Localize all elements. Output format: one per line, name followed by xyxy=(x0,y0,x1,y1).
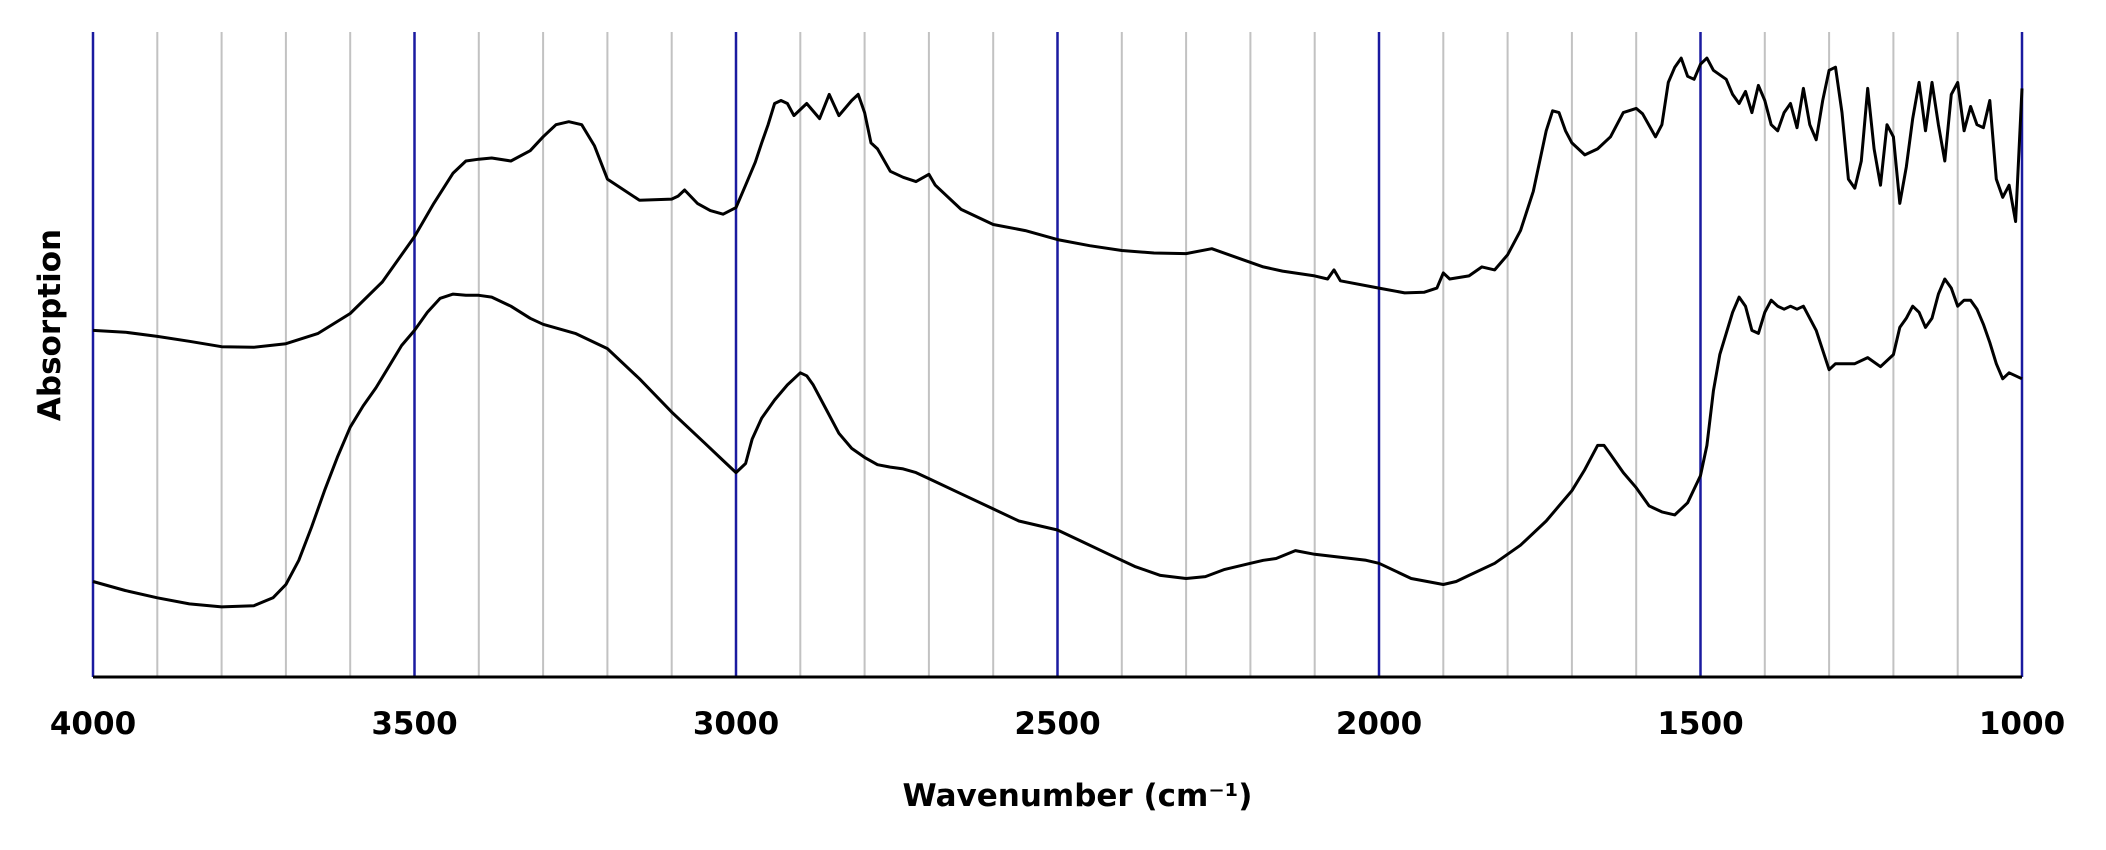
major-grid-lines xyxy=(91,32,2024,677)
x-tick-label: 4000 xyxy=(50,706,136,742)
x-tick-label: 2500 xyxy=(1014,706,1100,742)
x-tick-label: 1500 xyxy=(1657,706,1743,742)
spectrum-line-1 xyxy=(92,56,2024,349)
x-tick-label: 2000 xyxy=(1336,706,1422,742)
spectrum-line-2 xyxy=(92,277,2023,609)
x-tick-labels: 4000 3500 3000 2500 2000 1500 1000 xyxy=(50,706,2065,742)
y-axis-title: Absorption xyxy=(32,229,68,421)
minor-grid-lines xyxy=(156,32,1959,677)
x-tick-label: 3500 xyxy=(371,706,457,742)
spectrum-series xyxy=(92,56,2024,609)
x-axis-title: Wavenumber (cm⁻¹) xyxy=(903,778,1253,814)
x-tick-label: 1000 xyxy=(1979,706,2065,742)
x-tick-label: 3000 xyxy=(693,706,779,742)
